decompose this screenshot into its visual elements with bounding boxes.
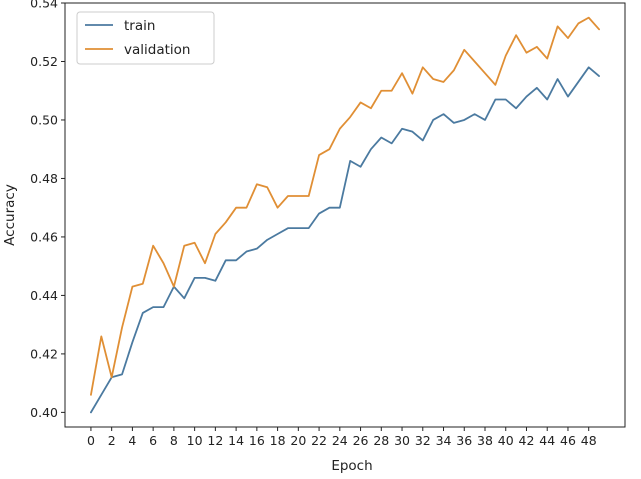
- x-tick-label: 22: [311, 433, 327, 448]
- x-axis: 0 2 4 6 8 10 12 14 16 18 20 22 24 26 28 30 32 34 36 38 40 42 4…: [87, 427, 597, 448]
- x-tick-label: 34: [436, 433, 452, 448]
- x-tick-label: 2: [108, 433, 116, 448]
- x-axis-title: Epoch: [331, 458, 372, 474]
- legend: train validation: [76, 11, 215, 65]
- x-tick-label: 18: [270, 433, 286, 448]
- y-tick-label: 0.40: [30, 405, 58, 420]
- series-line-validation: [90, 16, 600, 396]
- y-axis-title: Accuracy: [2, 184, 18, 246]
- y-tick-label: 0.44: [30, 288, 58, 303]
- x-tick-label: 26: [353, 433, 369, 448]
- y-axis: 0.40 0.42 0.44 0.46 0.48 0.50 0.52 0.54: [30, 0, 65, 420]
- x-tick-label: 24: [332, 433, 348, 448]
- x-tick-label: 8: [170, 433, 178, 448]
- x-tick-label: 38: [477, 433, 493, 448]
- y-tick-label: 0.52: [30, 54, 58, 69]
- x-tick-label: 40: [498, 433, 514, 448]
- x-tick-label: 16: [249, 433, 265, 448]
- x-tick-label: 4: [128, 433, 136, 448]
- x-tick-label: 42: [519, 433, 535, 448]
- x-tick-label: 0: [87, 433, 95, 448]
- x-tick-label: 28: [373, 433, 389, 448]
- y-tick-label: 0.50: [30, 112, 58, 127]
- x-tick-label: 48: [581, 433, 597, 448]
- x-tick-label: 44: [539, 433, 555, 448]
- plot-marks: [90, 16, 600, 414]
- plot-frame: [64, 2, 626, 428]
- y-tick-label: 0.42: [30, 346, 58, 361]
- x-tick-label: 14: [228, 433, 244, 448]
- x-tick-label: 32: [415, 433, 431, 448]
- y-tick-label: 0.46: [30, 229, 58, 244]
- legend-label-train: train: [124, 18, 155, 34]
- x-tick-label: 46: [560, 433, 576, 448]
- legend-label-validation: validation: [124, 42, 190, 58]
- x-tick-label: 12: [207, 433, 223, 448]
- x-tick-label: 20: [290, 433, 306, 448]
- series-line-train: [90, 66, 600, 414]
- x-tick-label: 36: [456, 433, 472, 448]
- y-tick-label: 0.54: [30, 0, 58, 11]
- x-tick-label: 30: [394, 433, 410, 448]
- x-tick-label: 6: [149, 433, 157, 448]
- y-tick-label: 0.48: [30, 171, 58, 186]
- x-tick-label: 10: [187, 433, 203, 448]
